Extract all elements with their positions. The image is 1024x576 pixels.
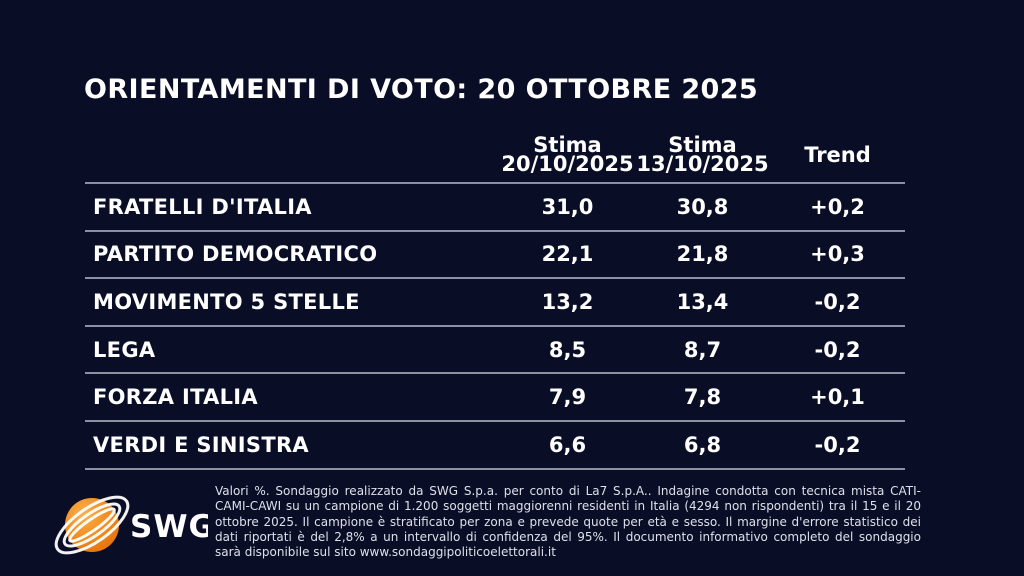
party-name: FORZA ITALIA [93,385,258,410]
poll-table: Stima 20/10/2025 Stima 13/10/2025 Trend … [85,128,905,470]
column-header-stima-previous: Stima 13/10/2025 [635,133,770,176]
swg-logo-text: SWG [130,509,208,545]
stima-current-value: 31,0 [541,194,594,219]
stima-current-label-line2: 20/10/2025 [501,152,634,176]
stima-previous-value: 8,7 [683,337,722,362]
stima-current-value: 7,9 [548,385,587,410]
table-row: VERDI E SINISTRA 6,6 6,8 -0,2 [85,422,905,470]
stima-previous-value: 21,8 [676,242,729,267]
column-header-trend: Trend [804,142,871,167]
stima-previous-value: 13,4 [676,289,729,314]
swg-logo: SWG [38,488,214,566]
column-header-stima-current: Stima 20/10/2025 [500,133,635,176]
stima-previous-label-line1: Stima [668,133,737,157]
party-name: FRATELLI D'ITALIA [93,194,312,219]
party-name: MOVIMENTO 5 STELLE [93,289,360,314]
table-row: PARTITO DEMOCRATICO 22,1 21,8 +0,3 [85,232,905,280]
stima-current-label-line1: Stima [533,133,602,157]
methodology-note: Valori %. Sondaggio realizzato da SWG S.… [215,484,921,560]
trend-value: +0,1 [810,385,865,410]
table-row: FORZA ITALIA 7,9 7,8 +0,1 [85,374,905,422]
stima-previous-value: 6,8 [683,432,722,457]
table-header: Stima 20/10/2025 Stima 13/10/2025 Trend [85,128,905,184]
page-title: ORIENTAMENTI DI VOTO: 20 OTTOBRE 2025 [84,74,759,105]
trend-value: +0,2 [810,194,865,219]
trend-value: -0,2 [814,289,861,314]
stima-current-value: 22,1 [541,242,594,267]
stima-current-value: 13,2 [541,289,594,314]
table-row: FRATELLI D'ITALIA 31,0 30,8 +0,2 [85,184,905,232]
swg-globe-icon: SWG [54,495,214,555]
stima-previous-label-line2: 13/10/2025 [636,152,769,176]
trend-value: -0,2 [814,432,861,457]
table-row: LEGA 8,5 8,7 -0,2 [85,327,905,375]
party-name: VERDI E SINISTRA [93,432,309,457]
party-name: LEGA [93,337,156,362]
stima-previous-value: 30,8 [676,194,729,219]
trend-value: -0,2 [814,337,861,362]
stima-previous-value: 7,8 [683,385,722,410]
stima-current-value: 6,6 [548,432,587,457]
stima-current-value: 8,5 [548,337,587,362]
party-name: PARTITO DEMOCRATICO [93,242,378,267]
trend-value: +0,3 [810,242,865,267]
table-row: MOVIMENTO 5 STELLE 13,2 13,4 -0,2 [85,279,905,327]
